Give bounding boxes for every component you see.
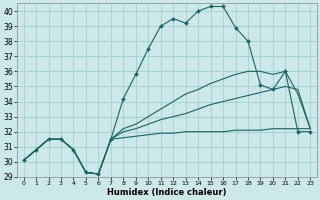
X-axis label: Humidex (Indice chaleur): Humidex (Indice chaleur) [107,188,227,197]
